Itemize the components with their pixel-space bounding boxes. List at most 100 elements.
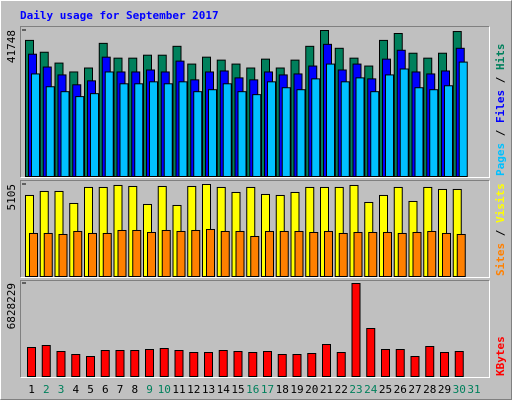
bar [176, 230, 186, 278]
bar [248, 351, 258, 377]
x-tick-label: 29 [438, 383, 451, 396]
bar [235, 230, 245, 278]
bar [104, 71, 114, 177]
x-tick-label: 9 [146, 383, 153, 396]
x-tick-label: 3 [58, 383, 65, 396]
panel-bevel [20, 180, 490, 278]
x-tick-label: 6 [102, 383, 109, 396]
bar [292, 353, 302, 377]
x-tick-label: 25 [379, 383, 392, 396]
bar [41, 344, 51, 377]
bar [444, 85, 453, 177]
x-tick-label: 23 [349, 383, 362, 396]
x-tick-label: 28 [423, 383, 436, 396]
chart-title: Daily usage for September 2017 [20, 9, 219, 22]
bar [218, 349, 228, 378]
bar [45, 86, 55, 177]
bar [458, 61, 468, 178]
legend: Sites / Visits [494, 183, 507, 276]
legend-entry: KBytes [494, 336, 507, 376]
bar [397, 232, 407, 277]
x-tick-label: 16 [246, 383, 259, 396]
bar [60, 91, 70, 177]
bar [237, 91, 247, 177]
x-tick-label: 19 [290, 383, 303, 396]
bar [189, 351, 199, 377]
x-tick-label: 11 [172, 383, 185, 396]
bar [385, 74, 394, 177]
x-tick-label: 20 [305, 383, 318, 396]
bar [309, 231, 319, 277]
bar [311, 78, 321, 177]
bar [265, 230, 274, 278]
panel-bevel [20, 26, 490, 178]
legend-entry: Pages [494, 143, 507, 176]
panel-bevel [20, 280, 490, 378]
x-tick-label: 7 [117, 383, 124, 396]
bar [208, 89, 217, 177]
bar [204, 351, 213, 377]
bar [366, 327, 376, 377]
x-tick-label: 31 [467, 383, 480, 396]
bar [75, 96, 85, 177]
legend-separator: / [494, 123, 507, 143]
bar [340, 81, 350, 177]
x-tick-label: 12 [187, 383, 200, 396]
y-tick-label: 41748 [5, 30, 18, 63]
y-tick-label: 6828229 [5, 283, 18, 329]
bar [58, 233, 68, 278]
bar [130, 349, 140, 378]
bar [31, 73, 40, 177]
legend-entry: Sites [494, 243, 507, 276]
x-tick-label: 21 [320, 383, 333, 396]
bar [440, 351, 449, 377]
x-tick-label: 24 [364, 383, 378, 396]
x-tick-label: 13 [202, 383, 215, 396]
bar [281, 87, 291, 177]
x-tick-label: 26 [394, 383, 407, 396]
bar [454, 350, 464, 378]
bar [56, 350, 66, 378]
bar [119, 83, 129, 177]
x-tick-label: 10 [158, 383, 171, 396]
bar [90, 93, 99, 177]
bar [442, 232, 451, 277]
bar [191, 229, 201, 277]
bar [427, 230, 437, 278]
panel-bevel [20, 280, 490, 378]
legend: Pages / Files / Hits [494, 44, 507, 177]
bar [115, 349, 125, 378]
legend-entry: Visits [494, 183, 507, 223]
legend-separator: / [494, 223, 507, 243]
bar [233, 350, 243, 378]
panel-bevel [20, 180, 490, 278]
bar [178, 81, 188, 177]
bar [252, 94, 262, 177]
bar [149, 81, 158, 177]
x-tick-label: 18 [276, 383, 289, 396]
bar [338, 232, 348, 277]
x-tick-label: 2 [43, 383, 50, 396]
bar [29, 232, 38, 277]
bar [336, 351, 346, 377]
bar [27, 346, 36, 378]
bar [193, 91, 203, 177]
bar [326, 63, 335, 177]
bar [145, 348, 154, 378]
bar [395, 348, 405, 378]
bar [399, 68, 409, 177]
bar [307, 352, 317, 377]
bar [412, 231, 422, 277]
bar [100, 349, 110, 378]
bar [277, 353, 287, 377]
legend: KBytes [494, 336, 507, 376]
bar [73, 230, 83, 278]
bar [267, 81, 276, 177]
bar [163, 83, 173, 177]
bar [324, 230, 333, 278]
x-tick-label: 5 [87, 383, 94, 396]
bar [456, 233, 466, 278]
x-tick-label: 4 [72, 383, 79, 396]
bar [381, 348, 390, 378]
